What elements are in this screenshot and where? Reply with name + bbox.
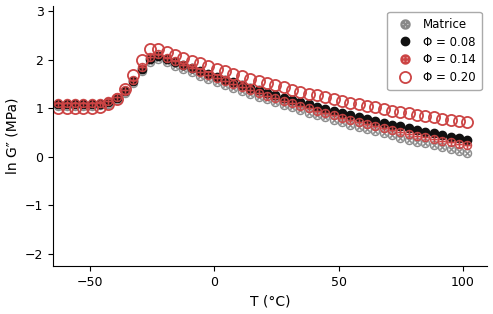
Y-axis label: ln G″ (MPa): ln G″ (MPa) [5, 98, 20, 174]
X-axis label: T (°C): T (°C) [250, 295, 290, 308]
Legend: Matrice, Φ = 0.08, Φ = 0.14, Φ = 0.20: Matrice, Φ = 0.08, Φ = 0.14, Φ = 0.20 [387, 12, 482, 90]
